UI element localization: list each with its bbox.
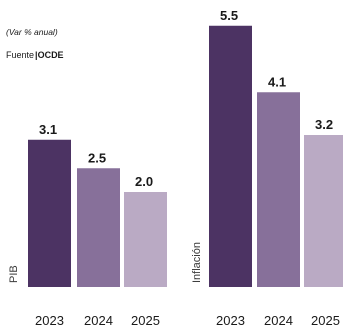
chart-subtitle: (Var % anual) <box>6 27 58 37</box>
panel-inflacion: 5.5 2023 4.1 2024 3.2 2025 Inflación <box>191 8 343 328</box>
bar-pib-2025 <box>124 192 167 287</box>
tick-label-inflacion-2023: 2023 <box>216 313 245 328</box>
tick-label-pib-2023: 2023 <box>35 313 64 328</box>
value-label-pib-2025: 2.0 <box>135 174 153 189</box>
value-label-pib-2024: 2.5 <box>88 150 106 165</box>
tick-label-inflacion-2025: 2025 <box>311 313 340 328</box>
value-label-pib-2023: 3.1 <box>39 122 57 137</box>
tick-label-inflacion-2024: 2024 <box>264 313 293 328</box>
chart-source: Fuente|OCDE <box>6 50 64 60</box>
value-label-inflacion-2023: 5.5 <box>220 8 238 23</box>
tick-label-pib-2025: 2025 <box>131 313 160 328</box>
source-prefix: Fuente <box>6 50 34 60</box>
bar-pib-2023 <box>28 139 71 287</box>
axis-label-pib: PIB <box>8 265 20 283</box>
bars-layer: 3.120232.520242.02025PIB5.520234.120243.… <box>8 8 343 328</box>
bar-inflacion-2025 <box>304 135 343 287</box>
axis-label-inflacion: Inflación <box>191 242 203 283</box>
tick-label-pib-2024: 2024 <box>84 313 113 328</box>
bar-inflacion-2023 <box>209 25 252 287</box>
bar-pib-2024 <box>77 168 120 287</box>
panel-pib: 3.1 2023 2.5 2024 2.0 2025 PIB <box>8 122 167 328</box>
source-name: OCDE <box>38 50 64 60</box>
value-label-inflacion-2024: 4.1 <box>268 74 286 89</box>
bar-inflacion-2024 <box>257 92 300 287</box>
value-label-inflacion-2025: 3.2 <box>315 117 333 132</box>
